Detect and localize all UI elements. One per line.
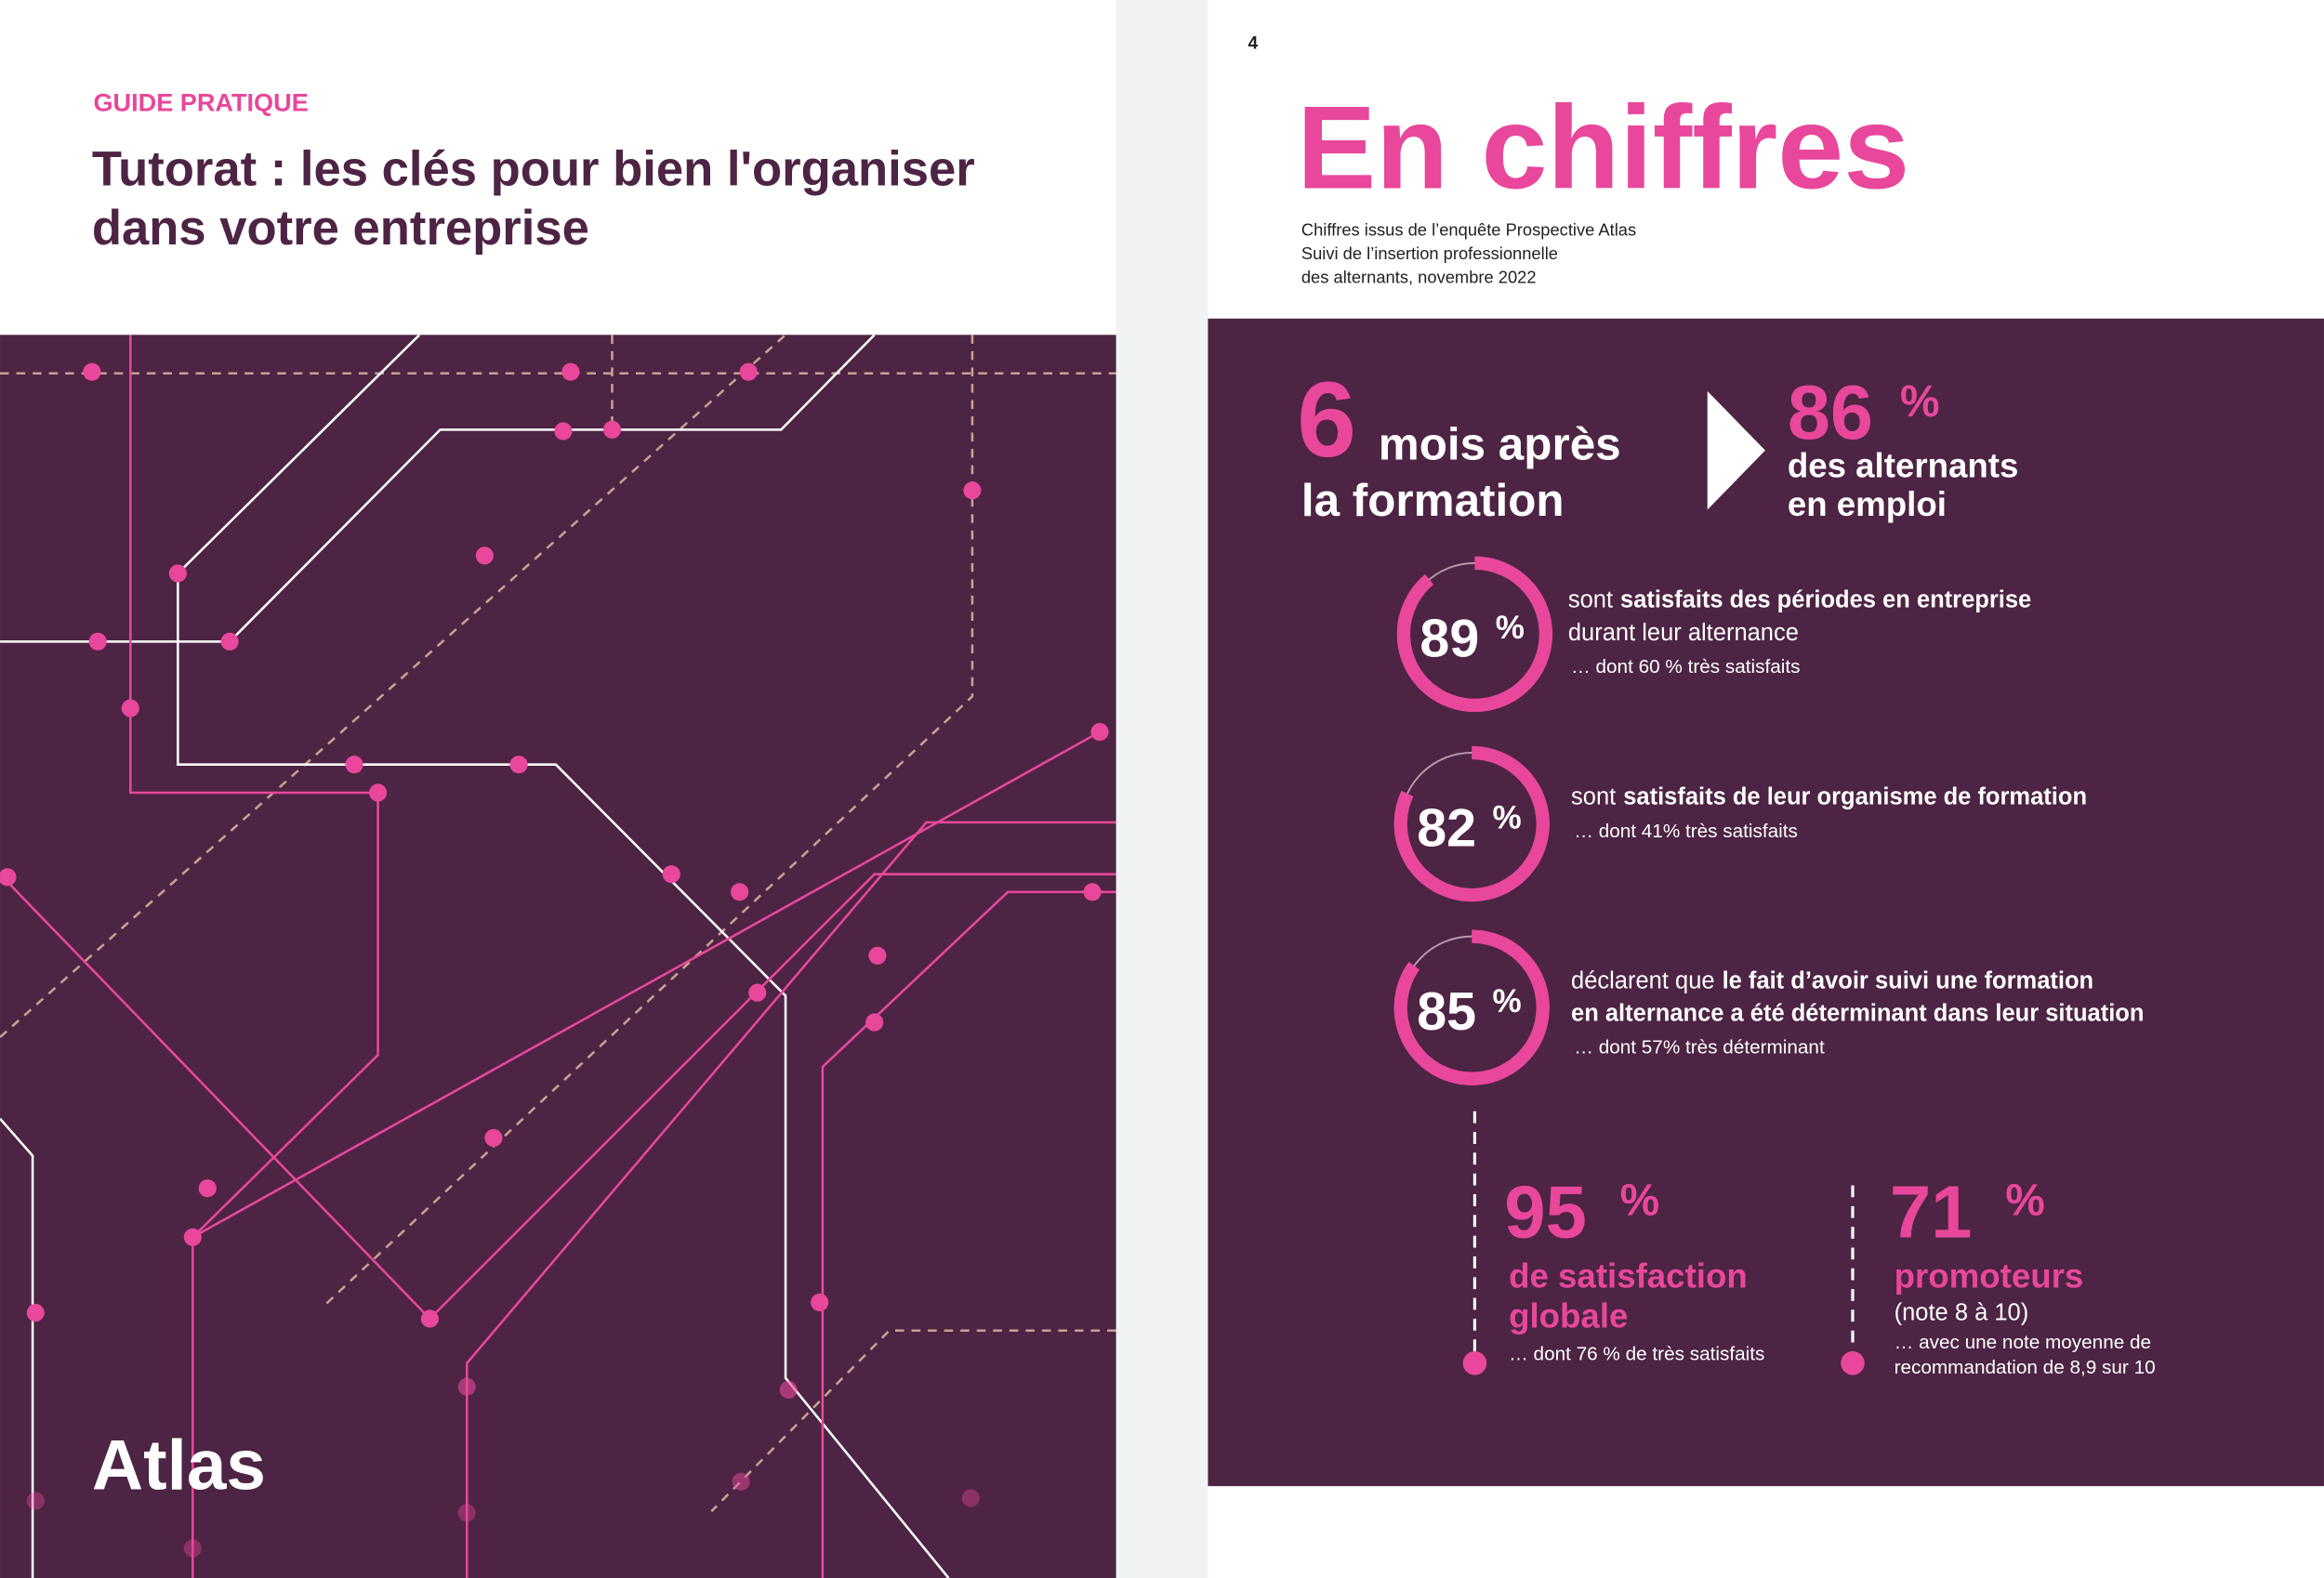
text-segment: déclarent que xyxy=(1571,967,1715,993)
cover-panel xyxy=(0,335,1116,1578)
headline-text: la formation xyxy=(1301,475,1565,526)
stat-value: 95 xyxy=(1504,1170,1587,1253)
headline-stat-text: en emploi xyxy=(1788,485,1947,523)
stat-note: (note 8 à 10) xyxy=(1895,1300,2029,1326)
ring-unit: % xyxy=(1493,983,1522,1019)
text-segment: le fait d’avoir suivi une formation xyxy=(1723,967,2094,993)
text-segment: sont xyxy=(1571,784,1616,810)
stat-note: … dont 76 % de très satisfaits xyxy=(1509,1344,1764,1365)
stats-panel xyxy=(1208,318,2324,1487)
ring-text: déclarent que le fait d’avoir suivi une f… xyxy=(1571,967,2093,993)
ring-arc xyxy=(1396,556,1553,713)
stat-unit: % xyxy=(2005,1176,2045,1225)
ring-text: en alternance a été déterminant dans leu… xyxy=(1571,1001,2144,1027)
ring-unit: % xyxy=(1496,610,1525,646)
ring-value: 89 xyxy=(1419,609,1479,668)
text-segment: en alternance a été déterminant dans leu… xyxy=(1571,1001,2144,1027)
ring-arc xyxy=(1393,745,1550,902)
headline-text: mois après xyxy=(1379,418,1621,469)
stat-value: 71 xyxy=(1890,1170,1973,1253)
cover-title: Tutorat : les clés pour bien l'organiser xyxy=(92,141,975,196)
source: des alternants, novembre 2022 xyxy=(1301,268,1537,287)
ring-text: sont satisfaits de leur organisme de form… xyxy=(1571,784,2087,810)
stats: 89 % sont satisfaits des périodes en entrep… xyxy=(1393,556,2156,1378)
page-number: 4 xyxy=(1248,34,1258,54)
stat-label: de satisfaction xyxy=(1509,1257,1748,1295)
stat-note: recommandation de 8,9 sur 10 xyxy=(1895,1357,2156,1378)
stat-label: globale xyxy=(1509,1297,1628,1335)
connector-dot xyxy=(1841,1351,1865,1375)
metro-map xyxy=(0,335,1116,1578)
eyebrow: GUIDE PRATIQUE xyxy=(93,88,308,117)
ring-note: … dont 60 % très satisfaits xyxy=(1571,656,1800,677)
text-segment: satisfaits des périodes en entreprise xyxy=(1620,587,2031,613)
headline-stat-text: des alternants xyxy=(1788,446,2019,484)
text-segment: satisfaits de leur organisme de formatio… xyxy=(1623,784,2087,810)
ring-text: sont satisfaits des périodes en entrepris… xyxy=(1568,587,2031,613)
arrow xyxy=(1707,390,1765,510)
stat-unit: % xyxy=(1620,1176,1660,1225)
headline-stat: 86 xyxy=(1788,369,1873,455)
page-title: En chiffres xyxy=(1297,82,1909,214)
cover-title: dans votre entreprise xyxy=(92,201,589,256)
headline-number: 6 xyxy=(1297,361,1356,480)
stat-note: … avec une note moyenne de xyxy=(1895,1332,2151,1353)
headline-unit: % xyxy=(1900,377,1940,427)
ring-value: 85 xyxy=(1417,982,1476,1042)
gutter xyxy=(1116,0,1208,1578)
logo: Atlas xyxy=(92,1426,266,1505)
ring-note: … dont 57% très déterminant xyxy=(1574,1037,1825,1059)
stat-label: promoteurs xyxy=(1895,1257,2084,1295)
text-segment: sont xyxy=(1568,587,1613,613)
connector-dot xyxy=(1462,1351,1487,1375)
text-segment: durant leur alternance xyxy=(1568,620,1799,646)
source: Suivi de l’insertion professionnelle xyxy=(1301,243,1558,263)
ring-unit: % xyxy=(1493,799,1522,835)
ring-value: 82 xyxy=(1417,798,1476,858)
ring-text: durant leur alternance xyxy=(1568,620,1799,646)
source: Chiffres issus de l’enquête Prospective … xyxy=(1301,220,1636,240)
ring-arc xyxy=(1393,929,1550,1085)
ring-note: … dont 41% très satisfaits xyxy=(1574,821,1798,842)
